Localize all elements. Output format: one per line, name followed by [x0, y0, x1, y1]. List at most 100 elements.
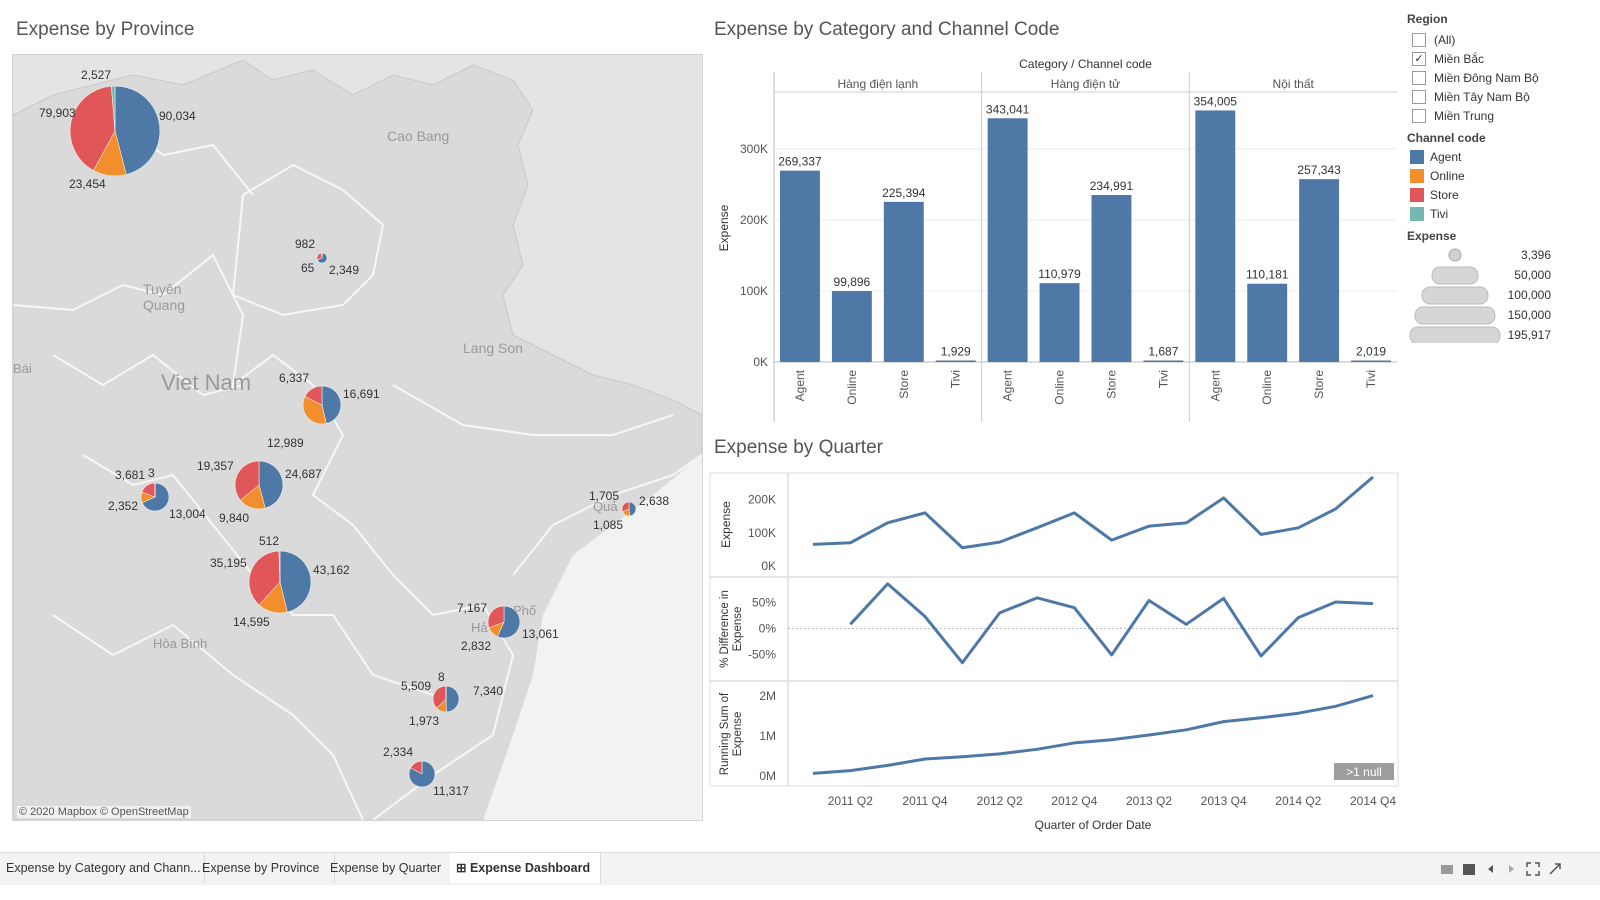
- pie-slice[interactable]: [445, 685, 460, 713]
- quarter-series-line[interactable]: [849, 582, 1374, 665]
- bar[interactable]: [883, 201, 924, 362]
- pie-slice[interactable]: [279, 550, 312, 613]
- region-filter[interactable]: (All) ✓ Miền Bắc Miền Đông Nam Bộ Miền Tây N…: [1407, 30, 1597, 125]
- pie-value-label: 7,340: [473, 684, 503, 698]
- pie-value-label: 6,337: [279, 371, 309, 385]
- pie-value-label: 1,705: [589, 489, 619, 503]
- bar[interactable]: [1143, 360, 1184, 363]
- presentation-mode-icon[interactable]: [1548, 862, 1562, 876]
- bar-category-tick: Online: [1053, 370, 1067, 405]
- province-pie[interactable]: 2,334 11,317: [383, 745, 469, 798]
- size-legend-label: 50,000: [1514, 268, 1551, 282]
- channel-legend-item[interactable]: Agent: [1407, 147, 1597, 166]
- channel-legend-item[interactable]: Store: [1407, 185, 1597, 204]
- null-indicator[interactable]: [1334, 763, 1394, 780]
- province-pie[interactable]: 982 65 2,349: [295, 237, 359, 277]
- category-channel-bar-chart[interactable]: Category / Channel code Expense 300K 200K 10…: [708, 52, 1406, 432]
- checkbox[interactable]: [1412, 32, 1426, 47]
- checkbox[interactable]: [1412, 108, 1426, 123]
- checkbox[interactable]: [1412, 89, 1426, 104]
- pie-slice[interactable]: [321, 385, 342, 424]
- quarter-series-line[interactable]: [812, 694, 1374, 775]
- pie-slice[interactable]: [258, 460, 284, 509]
- sheet-tab[interactable]: ⊞ Expense Dashboard: [450, 853, 601, 883]
- pie-slice[interactable]: [410, 760, 423, 775]
- bar[interactable]: [831, 291, 872, 362]
- fullscreen-icon[interactable]: [1526, 862, 1540, 876]
- pie-slice[interactable]: [304, 385, 323, 406]
- province-pie[interactable]: 3,681 3 2,352 13,004: [108, 466, 206, 521]
- pie-slice[interactable]: [302, 396, 327, 425]
- pie-value-label: 982: [295, 237, 315, 251]
- bar[interactable]: [1299, 179, 1340, 362]
- quarter-line-charts[interactable]: 200K 100K 0K Expense 50% 0% -50% % Difference i…: [708, 470, 1400, 840]
- pie-slice[interactable]: [234, 460, 260, 501]
- region-option[interactable]: Miền Tây Nam Bộ: [1407, 87, 1597, 106]
- province-map[interactable]: Cao Bang Tuyên Quang Lang Son Viet Nam Bái Hòa…: [12, 54, 703, 821]
- next-sheet-icon[interactable]: [1504, 862, 1518, 876]
- quarter-y-tick: 2M: [759, 689, 776, 703]
- province-pie[interactable]: 512 35,195 43,162 14,595: [210, 534, 350, 629]
- region-option[interactable]: Miền Đông Nam Bộ: [1407, 68, 1597, 87]
- bar[interactable]: [1195, 110, 1236, 363]
- province-pie[interactable]: 6,337 16,691 12,989: [267, 371, 380, 450]
- size-legend-mark: [1414, 306, 1496, 325]
- region-option[interactable]: Miền Trung: [1407, 106, 1597, 125]
- channel-legend-item[interactable]: Tivi: [1407, 204, 1597, 223]
- pie-slice[interactable]: [321, 252, 323, 259]
- province-pie[interactable]: 7,167 13,061 2,832: [457, 601, 559, 653]
- pie-slice[interactable]: [621, 501, 630, 513]
- color-swatch: [1410, 187, 1424, 202]
- province-pie[interactable]: 1,705 2,638 1,085: [589, 489, 669, 532]
- sheet-tab[interactable]: Expense by Quarter: [324, 853, 459, 883]
- bar[interactable]: [987, 118, 1028, 362]
- pie-slice[interactable]: [114, 85, 161, 175]
- channel-legend-item[interactable]: Online: [1407, 166, 1597, 185]
- pie-slice[interactable]: [497, 605, 521, 639]
- bar[interactable]: [780, 170, 820, 362]
- region-option-label: Miền Trung: [1434, 108, 1495, 123]
- bar-category-tick: Online: [1260, 370, 1274, 405]
- region-option[interactable]: ✓ Miền Bắc: [1407, 49, 1597, 68]
- size-legend-mark: [1421, 286, 1489, 305]
- pie-value-label: 2,832: [461, 639, 491, 653]
- pie-slice[interactable]: [487, 605, 505, 629]
- checkbox[interactable]: ✓: [1412, 51, 1426, 66]
- pie-value-label: 2,352: [108, 499, 138, 513]
- sheet-tab[interactable]: Expense by Category and Chann...: [0, 853, 205, 883]
- province-pie[interactable]: 2,527 79,903 90,034 23,454: [39, 68, 196, 191]
- bar[interactable]: [935, 360, 976, 363]
- quarter-y-tick: 0%: [759, 621, 777, 635]
- pie-slice[interactable]: [432, 685, 447, 709]
- bar-y-tick: 300K: [740, 142, 768, 156]
- bar-chart-title: Expense by Category and Channel Code: [714, 19, 1060, 40]
- quarter-chart-title: Expense by Quarter: [714, 437, 883, 458]
- bar[interactable]: [1039, 283, 1080, 362]
- map-place-label: Quang: [143, 297, 185, 313]
- bar[interactable]: [1091, 195, 1132, 362]
- region-option[interactable]: (All): [1407, 30, 1597, 49]
- quarter-x-tick: 2011 Q4: [902, 794, 947, 808]
- bar-category-tick: Online: [845, 370, 859, 405]
- bar[interactable]: [1247, 283, 1288, 362]
- province-pie[interactable]: 19,357 24,687 9,840: [197, 459, 322, 525]
- previous-sheet-icon[interactable]: [1484, 862, 1498, 876]
- pie-slice[interactable]: [628, 501, 637, 517]
- grid-view-icon[interactable]: [1440, 862, 1454, 876]
- quarter-series-line[interactable]: [812, 475, 1374, 550]
- bar[interactable]: [1351, 360, 1391, 363]
- pie-slice[interactable]: [248, 550, 281, 606]
- sheet-tab[interactable]: Expense by Province: [196, 853, 335, 883]
- channel-legend[interactable]: Agent Online Store Tivi: [1407, 147, 1597, 223]
- map-place-label: Quả: [593, 499, 618, 514]
- filmstrip-icon[interactable]: [1462, 862, 1476, 876]
- map-place-label: Tuyên: [143, 281, 181, 297]
- pie-value-label: 11,317: [433, 784, 469, 798]
- pie-slice[interactable]: [111, 85, 116, 132]
- pie-value-label: 14,595: [233, 615, 270, 629]
- province-pie[interactable]: 8 5,509 7,340 1,973: [401, 670, 503, 728]
- pie-slice[interactable]: [278, 550, 281, 583]
- checkbox[interactable]: [1412, 70, 1426, 85]
- pie-value-label: 2,527: [81, 68, 111, 82]
- pie-slice[interactable]: [69, 85, 116, 171]
